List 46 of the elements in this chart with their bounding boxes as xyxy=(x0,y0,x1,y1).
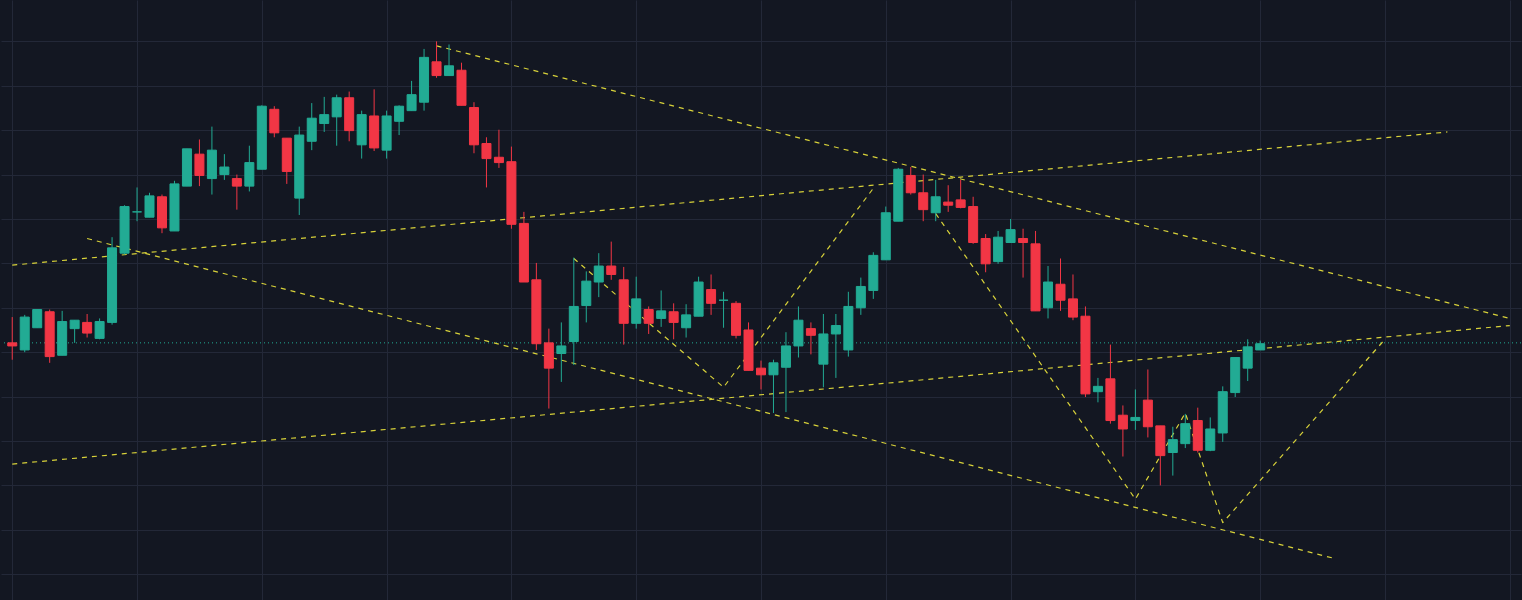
candlestick xyxy=(805,321,816,355)
candlestick xyxy=(1067,273,1078,321)
candlestick xyxy=(668,302,679,340)
candlestick xyxy=(231,174,242,211)
candlestick xyxy=(681,303,692,339)
candlestick xyxy=(431,40,442,79)
candlestick xyxy=(269,105,280,138)
candlestick xyxy=(1055,257,1066,312)
candlestick xyxy=(82,313,93,339)
candlestick xyxy=(606,241,617,281)
candlestick xyxy=(656,289,667,328)
candlestick xyxy=(306,102,317,151)
candlestick xyxy=(406,80,417,112)
candlestick xyxy=(481,136,492,188)
candlestick xyxy=(244,145,255,192)
candlestick xyxy=(930,179,941,222)
candlestick xyxy=(32,309,43,329)
candlestick xyxy=(1167,426,1178,477)
candlestick xyxy=(444,43,455,77)
candlestick xyxy=(768,359,779,414)
candlestick xyxy=(756,360,766,390)
candlestick xyxy=(855,277,866,316)
candlestick xyxy=(943,184,954,213)
candlestick xyxy=(1005,218,1016,243)
candlestick xyxy=(905,166,916,196)
candlestick xyxy=(1092,377,1103,403)
candlestick xyxy=(194,139,205,187)
candlestick xyxy=(593,252,604,298)
candlestick xyxy=(830,313,841,379)
candlestick xyxy=(1130,388,1141,431)
candlestick xyxy=(955,179,966,209)
candlestick xyxy=(706,273,717,316)
candlestick xyxy=(1205,416,1216,452)
candlestick xyxy=(331,94,342,147)
candlestick xyxy=(643,305,654,335)
candlestick xyxy=(144,192,155,218)
candlestick xyxy=(918,174,929,222)
candlestick xyxy=(1018,228,1029,279)
candlestick xyxy=(1180,413,1191,449)
candlestick xyxy=(7,316,18,361)
candlestick xyxy=(1117,404,1128,457)
candlestick xyxy=(493,129,504,169)
candlestick xyxy=(319,96,330,133)
candlestick xyxy=(132,186,143,222)
candlestick xyxy=(394,104,405,136)
candlestick xyxy=(219,153,230,181)
